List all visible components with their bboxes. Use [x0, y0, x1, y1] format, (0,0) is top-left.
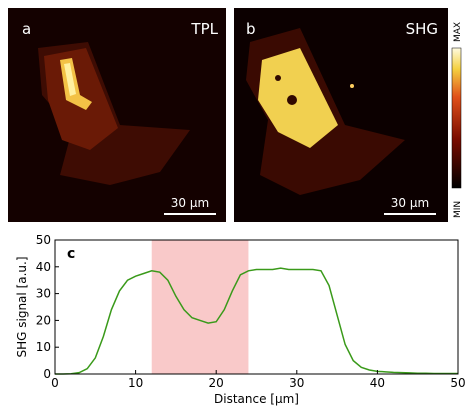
- x-tick-label: 20: [209, 376, 224, 390]
- plot-frame: [55, 240, 458, 374]
- defect: [287, 95, 297, 105]
- panel-title: SHG: [406, 20, 438, 38]
- x-tick-label: 50: [450, 376, 465, 390]
- scale-bar-label: 30 µm: [391, 196, 429, 210]
- page: a TPL 30 µm b SHG 30 µm MAX MIN 0 10 20 30 4…: [0, 0, 466, 408]
- y-tick-label: 0: [43, 367, 51, 381]
- y-tick-label: 20: [36, 313, 51, 327]
- defect: [275, 75, 281, 81]
- y-tick-label: 10: [36, 340, 51, 354]
- image-background: [8, 8, 226, 222]
- x-tick-label: 40: [370, 376, 385, 390]
- figure: a TPL 30 µm b SHG 30 µm MAX MIN 0 10 20 30 4…: [0, 0, 466, 408]
- highlight-region: [152, 240, 249, 374]
- y-tick-label: 50: [36, 233, 51, 247]
- x-axis-label: Distance [µm]: [214, 392, 299, 406]
- colorbar-max: MAX: [453, 22, 463, 42]
- panel-b: b SHG 30 µm: [234, 8, 448, 222]
- x-tick-label: 30: [289, 376, 304, 390]
- x-tick-label: 0: [51, 376, 59, 390]
- y-axis-label: SHG signal [a.u.]: [15, 256, 29, 357]
- y-tick-label: 40: [36, 260, 51, 274]
- y-tick-label: 30: [36, 287, 51, 301]
- x-tick-label: 10: [128, 376, 143, 390]
- scale-bar-label: 30 µm: [171, 196, 209, 210]
- panel-title: TPL: [190, 20, 218, 38]
- colorbar: [452, 48, 461, 188]
- spot: [350, 84, 354, 88]
- panel-label: a: [22, 20, 31, 38]
- data-line: [55, 268, 458, 374]
- line-chart: 0 10 20 30 40 50 0 10 20 30 40 50 c Distance [µm] SHG …: [15, 233, 466, 406]
- panel-label: b: [246, 20, 256, 38]
- panel-label: c: [67, 246, 75, 262]
- colorbar-min: MIN: [453, 201, 463, 218]
- panel-a: a TPL 30 µm: [8, 8, 226, 222]
